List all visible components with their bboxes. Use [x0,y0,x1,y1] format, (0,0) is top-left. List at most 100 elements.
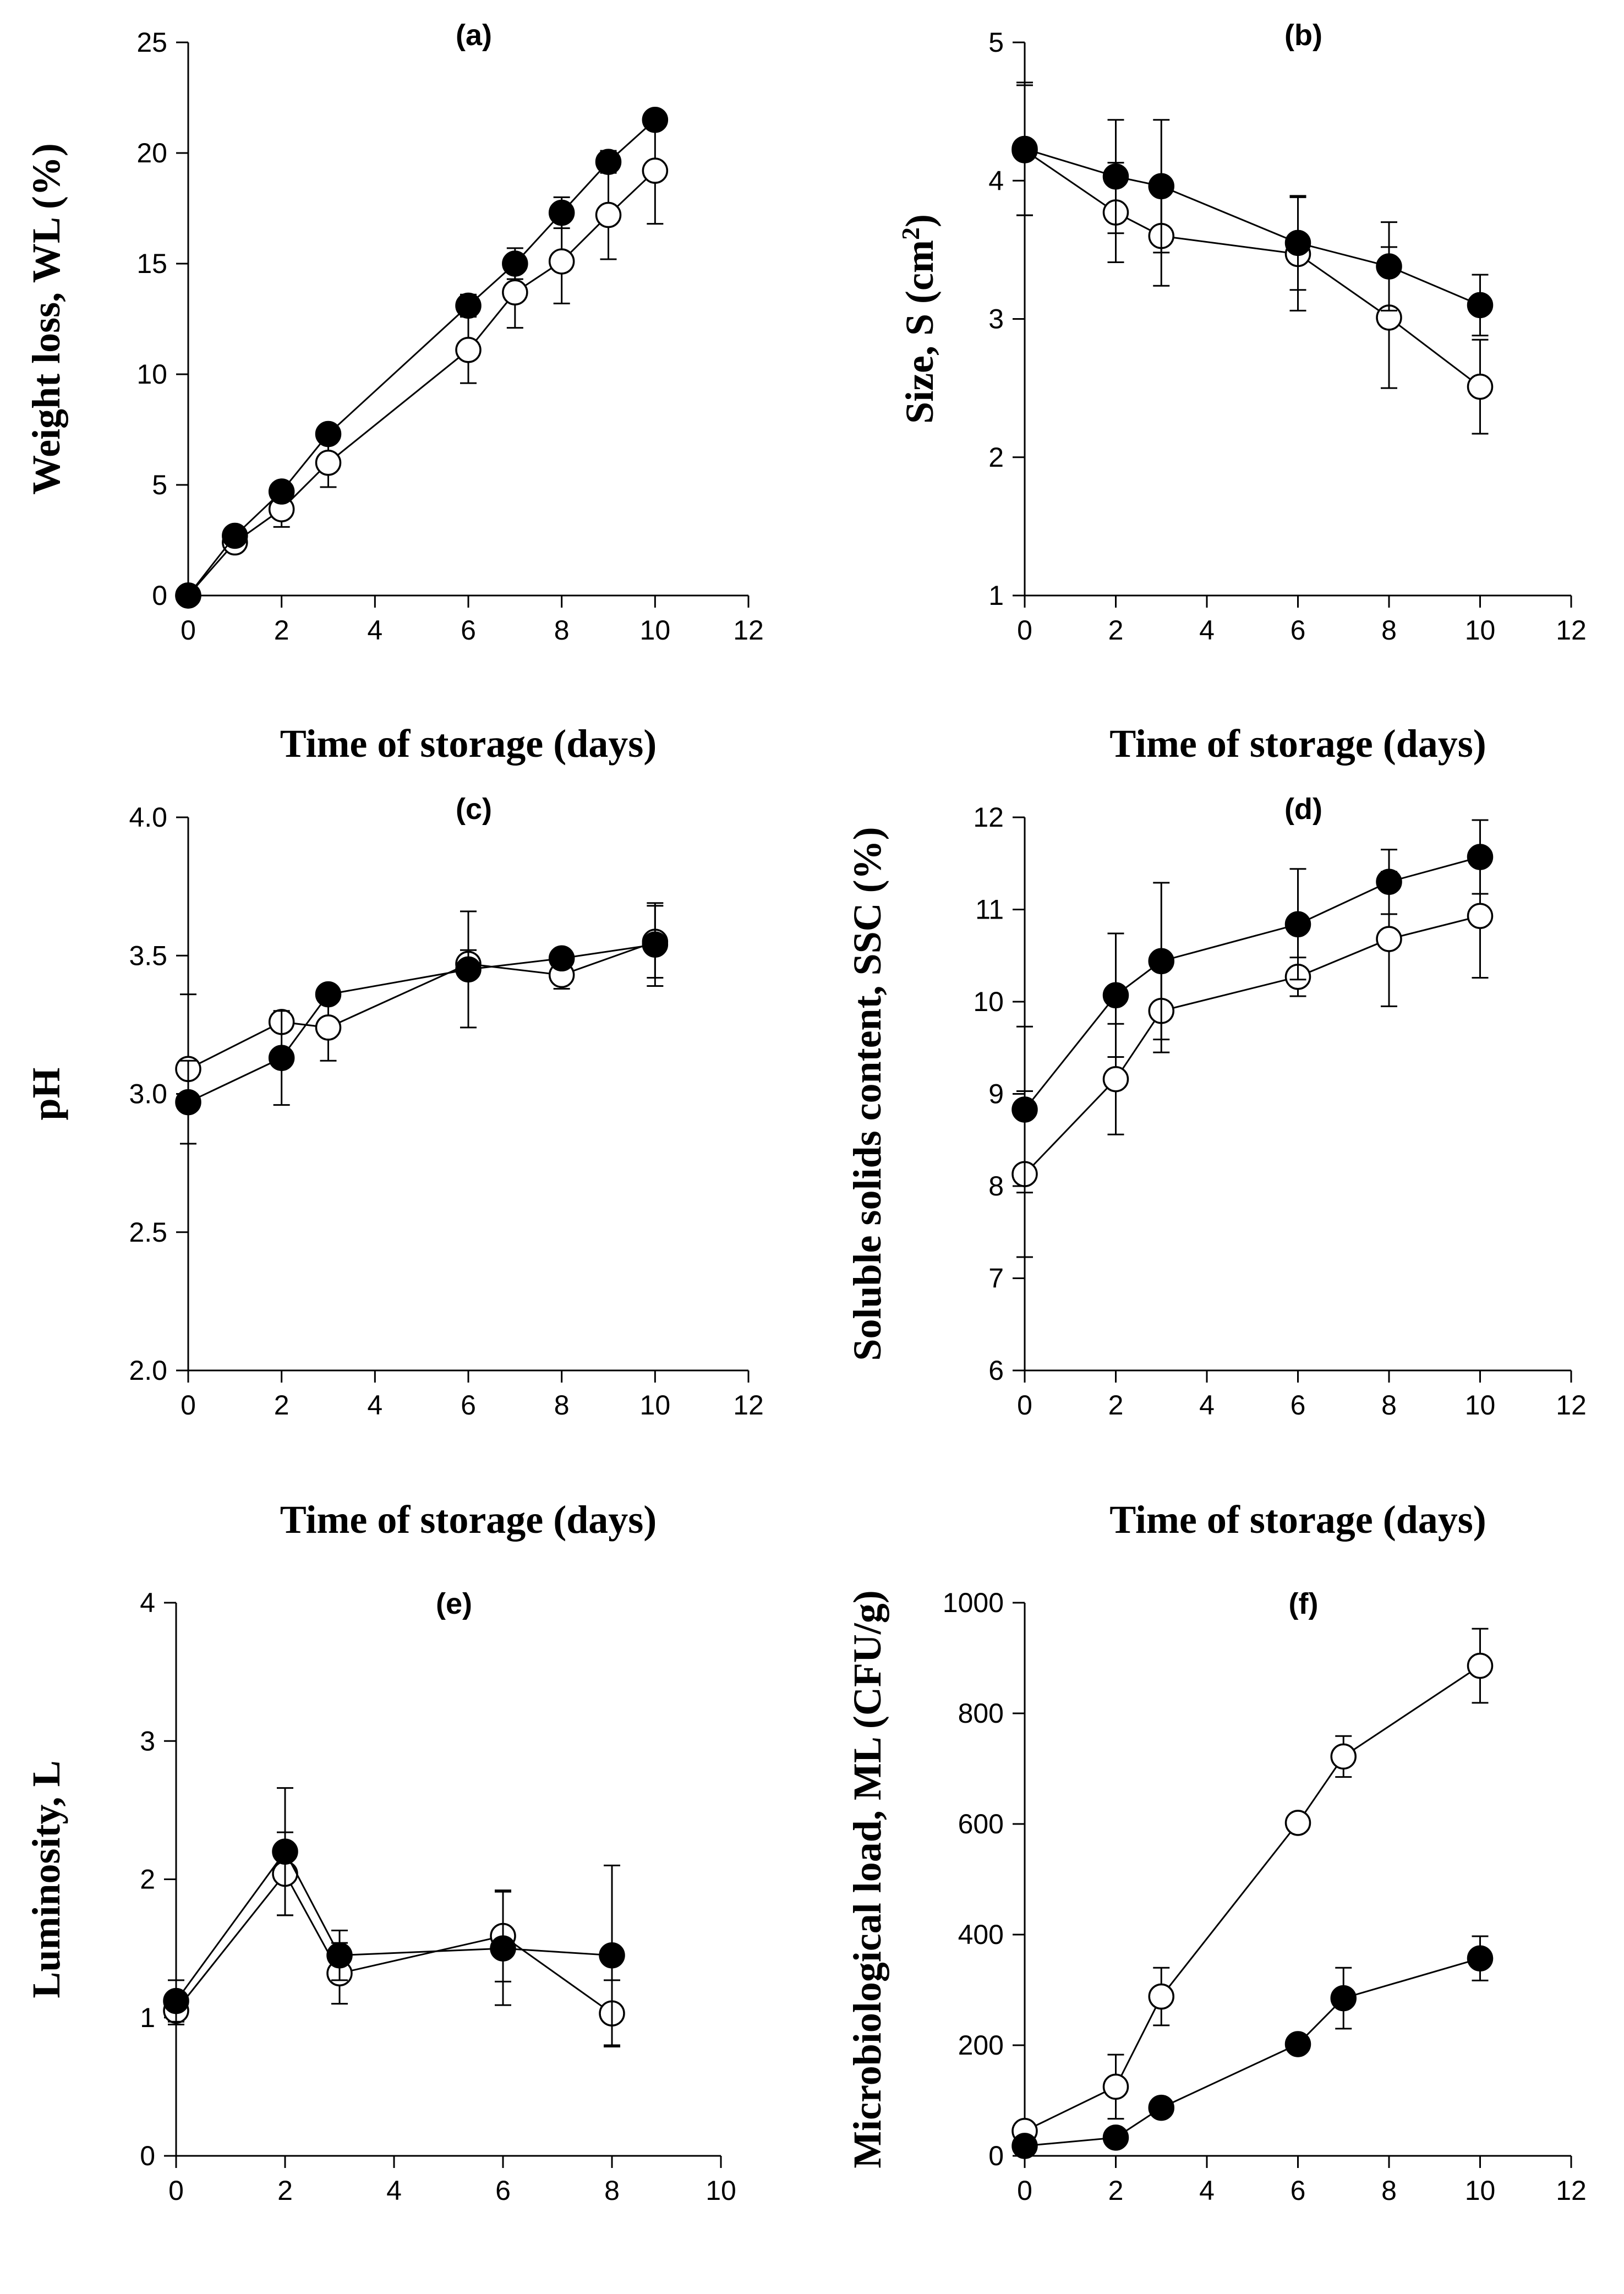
x-tick-label: 10 [1465,2175,1496,2206]
series-line-filled [187,119,656,596]
y-tick-label: 8 [988,1171,1004,1201]
x-tick-label: 4 [1199,1390,1215,1421]
y-tick-label: 11 [975,894,1004,925]
data-point-filled [272,1838,298,1865]
data-point-filled [163,1987,189,2014]
x-tick-label: 2 [274,1390,289,1421]
data-point-filled [315,981,342,1008]
x-tick-label: 10 [640,615,671,646]
data-point-filled [1284,911,1311,938]
data-point-filled [595,149,622,175]
x-tick-label: 2 [1108,1390,1124,1421]
series-open [1011,1627,1494,2144]
y-tick-label: 2 [988,442,1004,473]
data-point-filled [642,106,669,133]
data-point-filled [315,420,342,447]
panel-title: (d) [1284,793,1322,826]
panel-f: 0 2 4 6 8 10 12 0 200 400 600 800 1000 (f) Microbiolog… [845,1587,1587,2206]
data-point-filled [1284,2031,1311,2057]
y-tick-label: 25 [136,27,167,58]
data-point-filled [1467,1945,1494,1971]
y-tick-label: 4 [140,1587,155,1618]
data-point-filled [490,1935,516,1962]
y-tick-label: 3 [988,304,1004,335]
data-point-filled [1376,253,1402,280]
data-point-open [548,248,575,275]
data-point-open [1102,2073,1129,2100]
y-axis-label: pH [24,1067,68,1120]
data-point-open [1376,926,1402,952]
data-point-open [1467,903,1494,929]
y-tick-label: 5 [152,469,167,500]
y-tick-label: 10 [973,986,1004,1017]
x-tick-label: 0 [181,1390,196,1421]
series-open [1011,853,1494,1258]
series-line-filled [1024,148,1481,306]
data-point-open [1102,1066,1129,1093]
series-line-filled [1024,856,1480,1110]
y-tick-label: 800 [958,1698,1004,1729]
y-tick-label: 200 [958,2030,1004,2061]
data-point-filled [1284,230,1311,256]
y-axis-label: Size, S (cm2) [896,214,942,424]
series-line-open [1024,149,1481,387]
data-point-filled [1102,2124,1129,2151]
data-point-filled [548,945,575,972]
data-point-filled [548,199,575,226]
panel-c: 0 2 4 6 8 10 12 2.0 2.5 3.0 3.5 4.0 (c) Time of stora… [24,793,764,1542]
data-point-filled [455,956,482,983]
series-line-open [187,170,656,596]
x-tick-label: 2 [274,615,289,646]
x-tick-label: 8 [1381,1390,1397,1421]
data-point-filled [1148,173,1174,200]
x-tick-label: 12 [733,1390,764,1421]
y-tick-label: 9 [988,1079,1004,1110]
series-filled [175,902,669,1145]
data-point-filled [1330,1985,1357,2012]
panel-title: (a) [456,19,492,52]
x-tick-label: 4 [1199,2175,1215,2206]
y-tick-label: 600 [958,1809,1004,1839]
y-tick-label: 12 [973,802,1004,833]
series-filled [163,1787,625,2046]
data-point-open [1284,1810,1311,1836]
y-tick-label: 1 [140,2002,155,2033]
data-point-filled [1102,163,1129,190]
x-tick-label: 4 [1199,615,1215,646]
data-point-open [595,201,622,228]
y-tick-label: 4 [988,165,1004,196]
series-line-open [188,941,655,1070]
x-axis-label: Time of storage (days) [280,1498,657,1542]
data-point-filled [455,292,482,319]
x-tick-label: 6 [1291,1390,1306,1421]
data-point-filled [326,1942,353,1969]
data-point-open [315,1014,342,1041]
y-tick-label: 4.0 [129,802,167,833]
x-tick-label: 6 [1291,615,1306,646]
y-axis-label: Soluble solids content, SSC (%) [845,827,889,1361]
y-tick-label: 6 [988,1355,1004,1386]
series-line-open [1024,1665,1481,2132]
x-tick-label: 12 [1556,615,1587,646]
y-tick-label: 1 [988,580,1004,611]
series-line-filled [188,943,655,1103]
y-tick-label: 20 [136,138,167,168]
x-tick-label: 2 [277,2175,293,2206]
x-tick-label: 4 [386,2175,402,2206]
x-tick-label: 8 [1381,615,1397,646]
x-tick-label: 2 [1108,2175,1124,2206]
y-tick-label: 0 [988,2140,1004,2171]
x-tick-label: 0 [181,615,196,646]
panel-title: (b) [1284,19,1322,52]
x-tick-label: 0 [1017,1390,1032,1421]
x-tick-label: 8 [554,615,570,646]
x-tick-label: 10 [1465,615,1496,646]
x-tick-label: 6 [1291,2175,1306,2206]
series-open [175,905,669,1145]
y-tick-label: 5 [988,27,1004,58]
data-point-filled [1148,948,1174,975]
data-point-filled [642,931,669,958]
data-point-open [315,450,342,476]
